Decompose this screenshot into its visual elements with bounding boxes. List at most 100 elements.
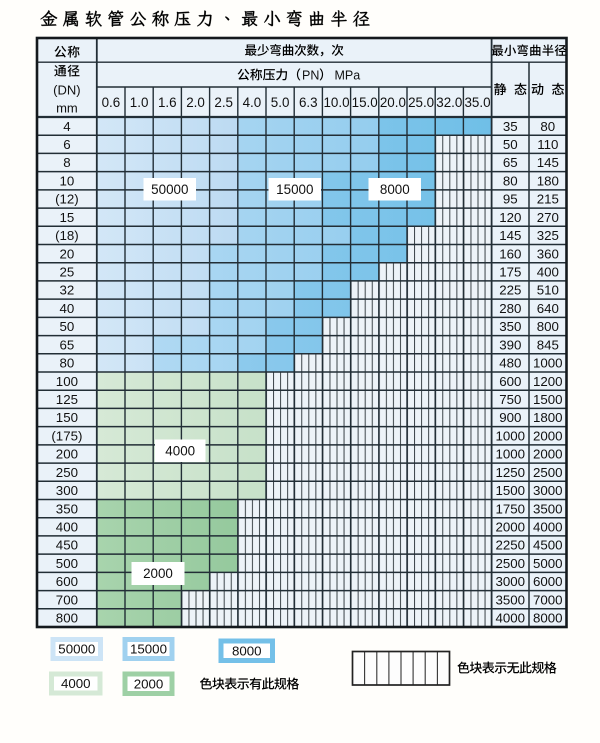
- svg-text:50: 50: [503, 137, 518, 152]
- svg-text:845: 845: [537, 337, 559, 352]
- svg-text:8000: 8000: [232, 643, 262, 658]
- svg-text:10.0: 10.0: [323, 95, 349, 110]
- svg-text:145: 145: [537, 155, 559, 170]
- svg-text:215: 215: [537, 192, 559, 207]
- svg-text:80: 80: [540, 119, 555, 134]
- svg-text:2250: 2250: [496, 538, 526, 553]
- svg-text:65: 65: [60, 337, 75, 352]
- svg-text:(175): (175): [51, 428, 82, 443]
- svg-text:325: 325: [537, 228, 559, 243]
- svg-text:40: 40: [60, 301, 75, 316]
- svg-text:6000: 6000: [533, 574, 563, 589]
- svg-text:500: 500: [56, 556, 78, 571]
- svg-text:4000: 4000: [533, 520, 563, 535]
- svg-text:145: 145: [499, 228, 521, 243]
- svg-text:270: 270: [537, 210, 559, 225]
- svg-text:175: 175: [499, 265, 521, 280]
- svg-text:400: 400: [537, 265, 559, 280]
- svg-text:6: 6: [63, 137, 70, 152]
- svg-text:125: 125: [56, 392, 78, 407]
- svg-text:20: 20: [60, 246, 75, 261]
- svg-text:95: 95: [503, 192, 518, 207]
- svg-text:1000: 1000: [533, 356, 563, 371]
- svg-text:390: 390: [499, 337, 521, 352]
- svg-text:350: 350: [56, 501, 78, 516]
- svg-text:160: 160: [499, 246, 521, 261]
- svg-text:225: 225: [499, 283, 521, 298]
- svg-text:32.0: 32.0: [436, 95, 462, 110]
- svg-text:10: 10: [60, 173, 75, 188]
- svg-text:640: 640: [537, 301, 559, 316]
- svg-text:15000: 15000: [130, 642, 167, 657]
- svg-text:360: 360: [537, 246, 559, 261]
- svg-text:250: 250: [56, 465, 78, 480]
- svg-text:2000: 2000: [533, 428, 563, 443]
- svg-text:50000: 50000: [151, 182, 188, 197]
- svg-text:600: 600: [499, 374, 521, 389]
- svg-text:4000: 4000: [165, 443, 195, 458]
- svg-text:750: 750: [499, 392, 521, 407]
- svg-text:50: 50: [60, 319, 75, 334]
- svg-text:2500: 2500: [496, 556, 526, 571]
- svg-text:15000: 15000: [276, 182, 313, 197]
- svg-text:50000: 50000: [58, 642, 95, 657]
- svg-text:1500: 1500: [533, 392, 563, 407]
- svg-text:2500: 2500: [533, 465, 563, 480]
- svg-text:2000: 2000: [496, 520, 526, 535]
- svg-text:2000: 2000: [143, 566, 173, 581]
- svg-text:1000: 1000: [496, 447, 526, 462]
- svg-text:25.0: 25.0: [408, 95, 434, 110]
- svg-text:1.0: 1.0: [130, 95, 149, 110]
- svg-text:8: 8: [63, 155, 70, 170]
- svg-text:1250: 1250: [496, 465, 526, 480]
- svg-text:700: 700: [56, 592, 78, 607]
- svg-text:100: 100: [56, 374, 78, 389]
- svg-text:8000: 8000: [380, 182, 410, 197]
- svg-text:mm: mm: [56, 101, 78, 116]
- svg-text:80: 80: [60, 356, 75, 371]
- svg-text:600: 600: [56, 574, 78, 589]
- svg-text:2.5: 2.5: [214, 95, 233, 110]
- svg-text:32: 32: [60, 283, 75, 298]
- svg-text:PN: PN: [302, 68, 319, 82]
- svg-text:800: 800: [56, 611, 78, 626]
- svg-text:0.6: 0.6: [102, 95, 121, 110]
- svg-text:510: 510: [537, 283, 559, 298]
- svg-text:1500: 1500: [496, 483, 526, 498]
- svg-text:65: 65: [503, 155, 518, 170]
- svg-text:35: 35: [503, 119, 518, 134]
- svg-text:1800: 1800: [533, 410, 563, 425]
- svg-text:MPa: MPa: [335, 68, 361, 82]
- svg-text:3000: 3000: [533, 483, 563, 498]
- svg-text:2000: 2000: [533, 447, 563, 462]
- svg-text:6.3: 6.3: [299, 95, 318, 110]
- svg-text:280: 280: [499, 301, 521, 316]
- svg-text:1200: 1200: [533, 374, 563, 389]
- svg-text:(12): (12): [55, 192, 79, 207]
- svg-text:(DN): (DN): [53, 83, 80, 98]
- svg-text:4000: 4000: [496, 611, 526, 626]
- svg-text:25: 25: [60, 265, 75, 280]
- svg-text:400: 400: [56, 520, 78, 535]
- svg-text:4: 4: [63, 119, 70, 134]
- svg-text:180: 180: [537, 173, 559, 188]
- svg-text:15: 15: [60, 210, 75, 225]
- svg-text:200: 200: [56, 447, 78, 462]
- svg-text:480: 480: [499, 356, 521, 371]
- svg-text:5.0: 5.0: [271, 95, 290, 110]
- svg-text:3500: 3500: [533, 501, 563, 516]
- svg-text:15.0: 15.0: [352, 95, 378, 110]
- svg-text:300: 300: [56, 483, 78, 498]
- svg-text:3000: 3000: [496, 574, 526, 589]
- svg-text:900: 900: [499, 410, 521, 425]
- svg-text:20.0: 20.0: [380, 95, 406, 110]
- svg-text:3500: 3500: [496, 592, 526, 607]
- svg-text:35.0: 35.0: [464, 95, 490, 110]
- svg-text:150: 150: [56, 410, 78, 425]
- svg-text:80: 80: [503, 173, 518, 188]
- svg-text:4.0: 4.0: [243, 95, 262, 110]
- svg-text:4000: 4000: [61, 676, 91, 691]
- svg-text:(18): (18): [55, 228, 79, 243]
- svg-text:1000: 1000: [496, 428, 526, 443]
- svg-text:110: 110: [537, 137, 558, 152]
